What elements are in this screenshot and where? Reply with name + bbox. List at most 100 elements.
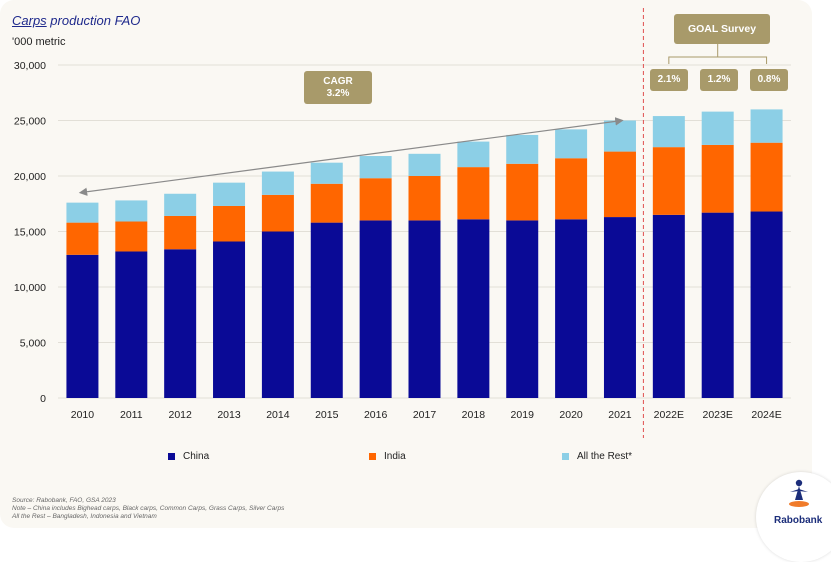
bar-china-2014	[261, 231, 294, 398]
cagr-value: 3.2%	[326, 87, 350, 99]
title-rest: production FAO	[46, 13, 141, 28]
y-tick-label-10000: 10,000	[14, 282, 46, 294]
bar-india-2012	[164, 215, 197, 250]
chart-title: Carps production FAO	[12, 13, 140, 28]
x-tick-label-2013: 2013	[217, 409, 241, 421]
bar-rest-2016	[359, 156, 392, 179]
y-tick-label-0: 0	[40, 393, 46, 405]
note-china: Note – China includes Bighead carps, Bla…	[12, 505, 285, 512]
goal-survey-bracket	[668, 44, 768, 64]
growth-value-2022: 2.1%	[657, 74, 681, 85]
legend-swatch-india	[369, 453, 376, 460]
bar-rest-2018	[457, 141, 490, 168]
bar-rest-2023E	[701, 111, 734, 145]
legend-label-rest: All the Rest*	[577, 451, 633, 462]
x-tick-label-2011: 2011	[120, 409, 143, 421]
bar-india-2022E	[652, 147, 685, 215]
bar-rest-2017	[408, 153, 441, 176]
bar-china-2022E	[652, 214, 685, 398]
cagr-box: CAGR 3.2%	[304, 71, 372, 104]
bar-china-2013	[213, 241, 246, 398]
y-tick-label-20000: 20,000	[14, 171, 46, 183]
bar-india-2016	[359, 178, 392, 221]
bar-rest-2012	[164, 193, 197, 216]
bar-india-2013	[213, 205, 246, 242]
bar-china-2024E	[750, 211, 783, 398]
x-tick-label-2015: 2015	[315, 409, 339, 421]
x-tick-label-2023E: 2023E	[703, 409, 733, 421]
bar-china-2011	[115, 251, 148, 398]
y-tick-label-30000: 30,000	[14, 60, 46, 72]
bar-rest-2022E	[652, 116, 685, 148]
rabobank-logo-icon	[789, 479, 809, 507]
x-tick-label-2012: 2012	[168, 409, 192, 421]
x-tick-label-2022E: 2022E	[654, 409, 684, 421]
bar-china-2019	[506, 220, 539, 398]
bar-india-2014	[261, 194, 294, 232]
legend-label-china: China	[183, 451, 210, 462]
legend-label-india: India	[384, 451, 406, 462]
cagr-label: CAGR	[323, 75, 353, 87]
bar-india-2023E	[701, 144, 734, 213]
x-tick-label-2010: 2010	[71, 409, 95, 421]
x-tick-label-2019: 2019	[511, 409, 535, 421]
bar-india-2019	[506, 163, 539, 221]
bar-china-2023E	[701, 212, 734, 398]
growth-value-2024: 0.8%	[757, 74, 781, 85]
bar-china-2012	[164, 249, 197, 398]
x-tick-label-2020: 2020	[559, 409, 583, 421]
legend-item-rest: All the Rest*	[562, 451, 632, 462]
bar-china-2020	[555, 219, 588, 398]
growth-badge-2023: 1.2%	[700, 69, 738, 91]
y-tick-label-15000: 15,000	[14, 227, 46, 239]
source-notes: Source: Rabobank, FAO, GSA 2023 Note – C…	[12, 497, 284, 521]
x-tick-label-2016: 2016	[364, 409, 388, 421]
x-tick-label-2021: 2021	[608, 409, 632, 421]
bar-rest-2013	[213, 182, 246, 206]
bar-chart: 0 5,000 10,000 15,000 20,000 25,000 30,000 2010…	[14, 8, 791, 438]
bar-china-2017	[408, 220, 441, 398]
y-tick-label-25000: 25,000	[14, 116, 46, 128]
legend-swatch-rest	[562, 453, 569, 460]
logo-text: Rabobank	[774, 515, 823, 526]
x-tick-label-2024E: 2024E	[751, 409, 781, 421]
title-underlined: Carps	[12, 13, 47, 28]
bar-rest-2024E	[750, 109, 783, 143]
note-rest: All the Rest – Bangladesh, Indonesia and…	[12, 513, 157, 520]
x-tick-label-2018: 2018	[462, 409, 486, 421]
bar-rest-2014	[261, 171, 294, 195]
bar-rest-2010	[66, 202, 99, 223]
growth-badge-2022: 2.1%	[650, 69, 688, 91]
bar-rest-2011	[115, 200, 148, 222]
bar-india-2020	[555, 158, 588, 220]
bar-rest-2019	[506, 134, 539, 164]
unit-label: '000 metric	[12, 36, 66, 48]
bar-china-2018	[457, 219, 490, 398]
x-tick-label-2017: 2017	[413, 409, 437, 421]
bar-china-2016	[359, 220, 392, 398]
note-source: Source: Rabobank, FAO, GSA 2023	[12, 497, 116, 504]
y-tick-label-5000: 5,000	[20, 338, 46, 350]
legend-item-china: China	[168, 451, 209, 462]
bar-china-2015	[310, 222, 343, 398]
goal-survey-box: GOAL Survey	[674, 14, 770, 44]
bar-india-2021	[603, 151, 636, 218]
goal-survey-label: GOAL Survey	[687, 23, 757, 35]
bar-rest-2015	[310, 162, 343, 184]
x-tick-label-2014: 2014	[266, 409, 290, 421]
bar-rest-2020	[555, 129, 588, 159]
bar-india-2011	[115, 221, 148, 252]
bar-india-2018	[457, 167, 490, 220]
legend-item-india: India	[369, 451, 406, 462]
growth-value-2023: 1.2%	[707, 74, 731, 85]
growth-badge-2024: 0.8%	[750, 69, 788, 91]
bar-india-2010	[66, 222, 99, 255]
bar-india-2024E	[750, 142, 783, 212]
bar-china-2021	[603, 217, 636, 398]
bar-india-2017	[408, 176, 441, 221]
canvas: Carps production FAO '000 metric 0 5,000 1…	[0, 0, 823, 528]
bar-india-2015	[310, 183, 343, 223]
legend-swatch-china	[168, 453, 175, 460]
bar-china-2010	[66, 254, 99, 398]
bar-rest-2021	[603, 120, 636, 152]
